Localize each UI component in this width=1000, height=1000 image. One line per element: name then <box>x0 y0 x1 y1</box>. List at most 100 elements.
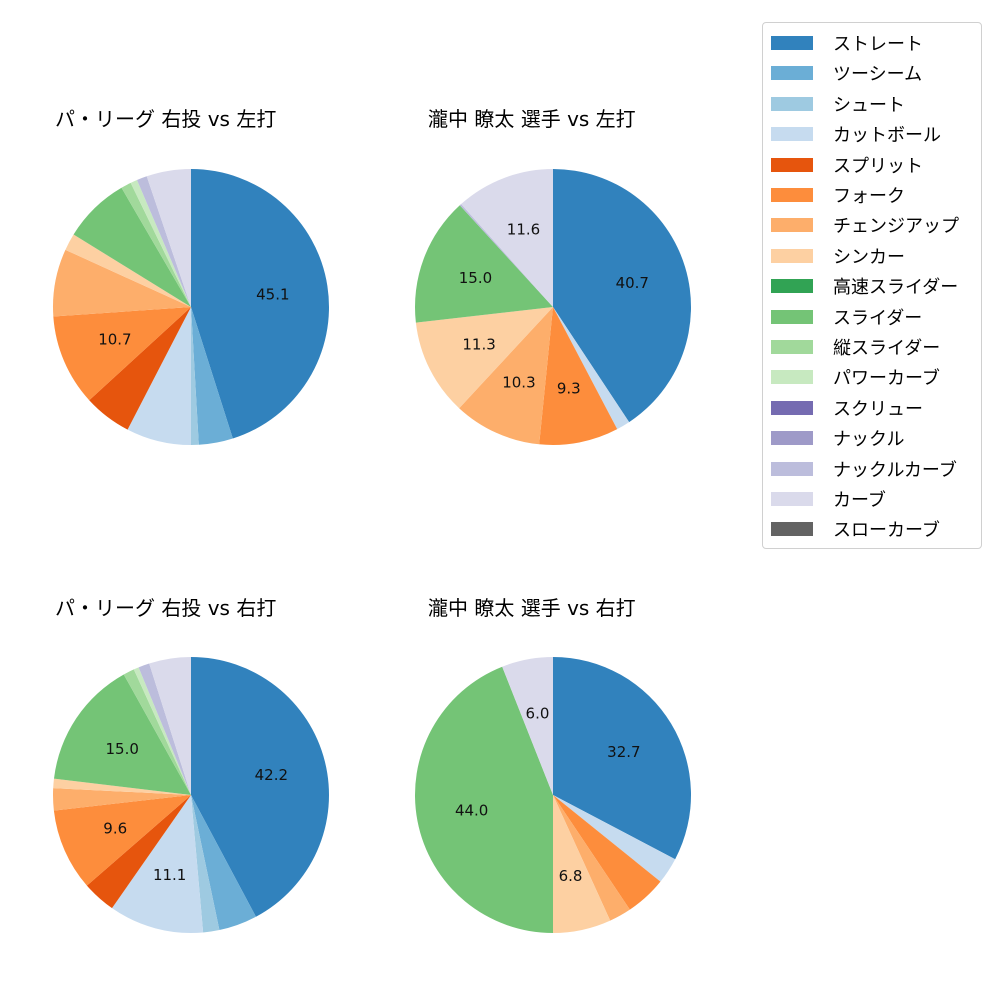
legend-item: 高速スライダー <box>771 274 958 298</box>
legend-item: ストレート <box>771 31 923 55</box>
pie-slice <box>86 795 191 909</box>
legend-swatch <box>771 188 813 202</box>
legend-item: カーブ <box>771 487 886 511</box>
pie-slice <box>539 307 618 446</box>
legend-label: スローカーブ <box>833 520 940 542</box>
legend-label: スプリット <box>833 155 923 177</box>
slice-value-label: 9.6 <box>103 819 127 837</box>
legend-swatch <box>771 218 813 233</box>
legend-label: スクリュー <box>833 398 923 420</box>
chart-title: パ・リーグ 右投 vs 右打 <box>55 596 277 620</box>
slice-value-label: 6.0 <box>526 705 550 723</box>
pie-slice <box>121 182 191 307</box>
pie-slice <box>53 788 191 811</box>
legend-swatch <box>771 400 813 415</box>
legend-label: 高速スライダー <box>833 277 959 299</box>
slice-value-label: 9.3 <box>557 379 581 397</box>
pie-slice <box>553 307 630 430</box>
legend-swatch <box>771 248 813 263</box>
legend-label: フォーク <box>833 186 905 207</box>
pie-slice <box>73 187 191 307</box>
pie-slice <box>53 249 192 317</box>
legend-swatch <box>771 157 813 172</box>
pie-slice <box>191 307 233 445</box>
slice-value-label: 15.0 <box>459 269 492 287</box>
slice-value-label: 40.7 <box>616 274 649 292</box>
pie-slice <box>415 666 553 933</box>
slice-value-label: 45.1 <box>256 285 289 303</box>
legend-label: ツーシーム <box>833 64 923 86</box>
slice-value-label: 11.1 <box>153 866 186 884</box>
legend-swatch <box>771 66 813 81</box>
legend-label: カットボール <box>833 125 941 147</box>
legend-swatch <box>771 340 813 354</box>
pie-slice <box>553 795 661 910</box>
pie-slice <box>138 663 191 795</box>
legend-label: ナックル <box>833 429 905 451</box>
legend-label: ナックルカーブ <box>833 459 957 481</box>
legend-label: シンカー <box>833 246 905 268</box>
pie-slice <box>112 795 204 933</box>
legend-swatch <box>771 461 813 476</box>
pie-slice <box>65 234 191 307</box>
legend-label: シュート <box>833 94 905 116</box>
pie-slice <box>415 307 553 409</box>
legend-swatch <box>771 96 813 111</box>
pie-slice <box>553 795 676 882</box>
legend-item: ツーシーム <box>771 61 922 85</box>
legend-swatch <box>771 431 813 446</box>
legend-swatch <box>771 309 813 324</box>
legend-item: スライダー <box>771 305 922 329</box>
pie-slice <box>89 307 191 430</box>
pie-slice <box>553 657 692 860</box>
pie-slice <box>149 657 191 795</box>
legend-label: ストレート <box>833 34 923 55</box>
pie-slice <box>459 204 553 307</box>
slice-value-label: 15.0 <box>106 740 139 758</box>
pie-slice <box>133 667 191 795</box>
legend-label: パワーカーブ <box>833 368 940 390</box>
legend-swatch <box>771 370 813 385</box>
pie-slice <box>127 307 191 445</box>
pie-slice <box>130 180 191 307</box>
pie-slice <box>53 674 191 795</box>
legend-item: チェンジアップ <box>771 213 959 237</box>
legend-swatch <box>771 279 813 294</box>
chart-title: パ・リーグ 右投 vs 左打 <box>55 107 277 131</box>
legend-item: スプリット <box>771 153 923 177</box>
pie-slice <box>553 795 611 933</box>
legend-item: 縦スライダー <box>771 335 940 359</box>
pie-slice <box>123 669 191 795</box>
pie-slice <box>53 778 191 795</box>
pie-slice <box>415 205 553 323</box>
legend-item: スクリュー <box>771 396 923 420</box>
slice-value-label: 11.3 <box>462 335 495 353</box>
chart-title: 瀧中 瞭太 選手 vs 左打 <box>428 107 636 131</box>
pie-slice <box>191 795 220 933</box>
pie-slice <box>146 169 191 307</box>
pie-slice <box>53 795 191 886</box>
pie-slice <box>53 307 192 401</box>
legend-swatch <box>771 492 813 506</box>
slice-value-label: 6.8 <box>559 867 583 885</box>
slice-value-label: 32.7 <box>607 743 640 761</box>
slice-value-label: 10.7 <box>98 331 131 349</box>
legend-label: スライダー <box>833 307 923 329</box>
pie-slice <box>553 169 692 423</box>
pie-slice <box>461 169 553 307</box>
legend-swatch <box>771 522 813 537</box>
pie-slice <box>553 795 630 921</box>
legend: ストレートツーシームシュートカットボール スプリットフォークチェンジアップシンカー… <box>762 22 982 549</box>
legend-item: スローカーブ <box>771 517 940 541</box>
legend-item: パワーカーブ <box>771 365 940 389</box>
legend-item: シュート <box>771 92 905 116</box>
legend-item: シンカー <box>771 244 905 268</box>
legend-label: 縦スライダー <box>833 338 941 359</box>
pie-slice <box>191 169 329 439</box>
legend-swatch <box>771 36 813 50</box>
pie-slice <box>191 657 329 917</box>
